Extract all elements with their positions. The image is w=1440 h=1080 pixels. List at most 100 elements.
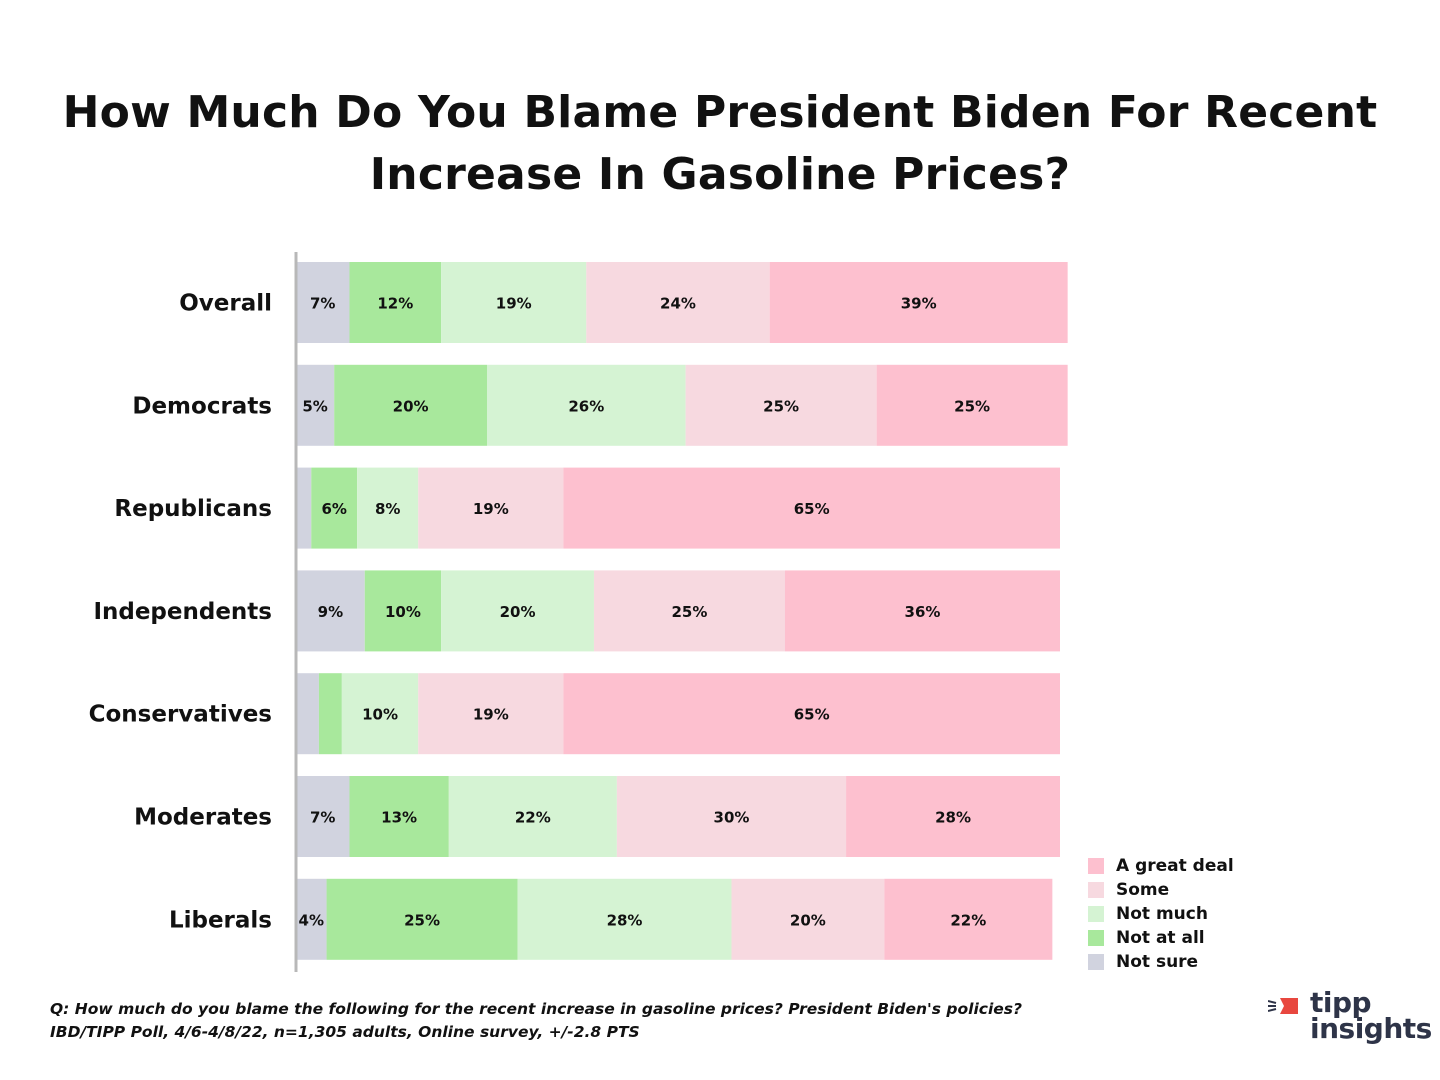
bar-row-overall: Overall 7% 12% 19% 24% 39% xyxy=(179,262,1068,343)
legend-swatch xyxy=(1088,954,1104,970)
data-label: 8% xyxy=(375,500,400,518)
bar-segment-not-at-all xyxy=(311,467,358,549)
legend-label: A great deal xyxy=(1116,856,1234,876)
chart-footer: Q: How much do you blame the following f… xyxy=(50,998,1022,1044)
bar-segment-not-sure xyxy=(296,364,335,446)
category-label: Overall xyxy=(179,291,272,317)
category-label: Moderates xyxy=(134,805,272,831)
data-label: 28% xyxy=(935,809,971,827)
legend-swatch xyxy=(1088,882,1104,898)
data-label: 24% xyxy=(660,295,696,313)
footer-source: IBD/TIPP Poll, 4/6-4/8/22, n=1,305 adult… xyxy=(50,1023,640,1041)
bar-segment-not-at-all xyxy=(318,673,342,755)
data-label: 30% xyxy=(714,809,750,827)
tipp-insights-logo: tipp insights xyxy=(1268,986,1432,1048)
bar-segment-not-much xyxy=(517,878,732,960)
bar-segment-a-great-deal xyxy=(563,673,1060,755)
bar-segment-not-sure xyxy=(296,467,312,549)
bar-segment-not-sure xyxy=(296,262,350,343)
footer-question: Q: How much do you blame the following f… xyxy=(50,1000,1022,1018)
chart-title: How Much Do You Blame President Biden Fo… xyxy=(0,82,1440,206)
data-label: 7% xyxy=(310,809,335,827)
bar-segment-not-sure xyxy=(296,776,350,857)
legend-swatch xyxy=(1088,906,1104,922)
data-label: 19% xyxy=(496,295,532,313)
chart-title-line-1: How Much Do You Blame President Biden Fo… xyxy=(62,87,1378,138)
data-label: 10% xyxy=(385,603,421,621)
data-label: 25% xyxy=(763,397,799,415)
bar-segment-a-great-deal xyxy=(846,776,1060,857)
data-label: 22% xyxy=(515,809,551,827)
data-label: 20% xyxy=(790,911,826,929)
legend-label: Not sure xyxy=(1116,952,1199,972)
bar-segment-not-sure xyxy=(296,673,319,755)
bar-segment-not-much xyxy=(441,262,587,343)
bar-segment-not-at-all xyxy=(364,570,442,652)
bar-segment-a-great-deal xyxy=(563,467,1060,549)
data-label: 65% xyxy=(794,706,830,724)
data-label: 6% xyxy=(321,500,346,518)
bar-segment-some xyxy=(418,673,564,755)
bar-segment-not-much xyxy=(341,673,419,755)
chart-legend: A great deal Some Not much Not at all Not su… xyxy=(1088,854,1234,974)
data-label: 12% xyxy=(377,295,413,313)
legend-label: Not at all xyxy=(1116,928,1205,948)
bar-row-independents: Independents 9% 10% 20% 25% 36% xyxy=(93,570,1060,652)
legend-item-not-much: Not much xyxy=(1088,902,1234,926)
data-label: 20% xyxy=(393,397,429,415)
data-label: 39% xyxy=(901,295,937,313)
bar-row-democrats: Democrats 5% 20% 26% 25% 25% xyxy=(132,364,1068,446)
logo-text-tipp: tipp xyxy=(1310,986,1372,1019)
bar-segment-a-great-deal xyxy=(876,364,1068,446)
bar-segment-some xyxy=(731,878,885,960)
bar-segment-not-at-all xyxy=(349,262,442,343)
data-label: 36% xyxy=(905,603,941,621)
bar-segment-not-much xyxy=(448,776,617,857)
bar-segment-not-at-all xyxy=(349,776,449,857)
bar-segment-not-sure xyxy=(296,878,327,960)
legend-item-a-great-deal: A great deal xyxy=(1088,854,1234,878)
bar-segment-some xyxy=(586,262,770,343)
data-label: 25% xyxy=(404,911,440,929)
data-label: 13% xyxy=(381,809,417,827)
bar-segment-a-great-deal xyxy=(784,570,1060,652)
chart-title-line-2: Increase In Gasoline Prices? xyxy=(369,149,1071,200)
data-label: 4% xyxy=(299,911,324,929)
data-label: 7% xyxy=(310,295,335,313)
legend-swatch xyxy=(1088,930,1104,946)
data-label: 19% xyxy=(473,706,509,724)
data-label: 19% xyxy=(473,500,509,518)
bar-row-republicans: Republicans 6% 8% 19% 65% xyxy=(114,467,1060,549)
logo-text-insights: insights xyxy=(1310,1012,1432,1045)
bar-segment-some xyxy=(616,776,847,857)
legend-item-not-at-all: Not at all xyxy=(1088,926,1234,950)
bar-row-moderates: Moderates 7% 13% 22% 30% 28% xyxy=(134,776,1060,857)
data-label: 65% xyxy=(794,500,830,518)
category-label: Democrats xyxy=(132,393,272,419)
bar-segment-a-great-deal xyxy=(884,878,1053,960)
data-label: 20% xyxy=(500,603,536,621)
legend-label: Some xyxy=(1116,880,1170,900)
bar-row-conservatives: Conservatives 10% 19% 65% xyxy=(89,673,1060,755)
bar-segment-not-much xyxy=(487,364,686,446)
data-label: 28% xyxy=(607,911,643,929)
bar-segment-some xyxy=(593,570,785,652)
bar-segment-not-at-all xyxy=(326,878,518,960)
bar-segment-not-at-all xyxy=(334,364,487,446)
legend-item-not-sure: Not sure xyxy=(1088,950,1234,974)
bar-row-liberals: Liberals 4% 25% 28% 20% 22% xyxy=(169,878,1053,960)
bar-segment-a-great-deal xyxy=(769,262,1068,343)
category-label: Liberals xyxy=(169,907,272,933)
legend-swatch xyxy=(1088,858,1104,874)
category-label: Conservatives xyxy=(89,702,272,728)
data-label: 22% xyxy=(950,911,986,929)
data-label: 25% xyxy=(954,397,990,415)
bar-segment-not-much xyxy=(441,570,594,652)
data-label: 25% xyxy=(672,603,708,621)
data-label: 10% xyxy=(362,706,398,724)
category-label: Independents xyxy=(93,599,272,625)
data-label: 26% xyxy=(568,397,604,415)
legend-label: Not much xyxy=(1116,904,1208,924)
data-label: 9% xyxy=(318,603,343,621)
